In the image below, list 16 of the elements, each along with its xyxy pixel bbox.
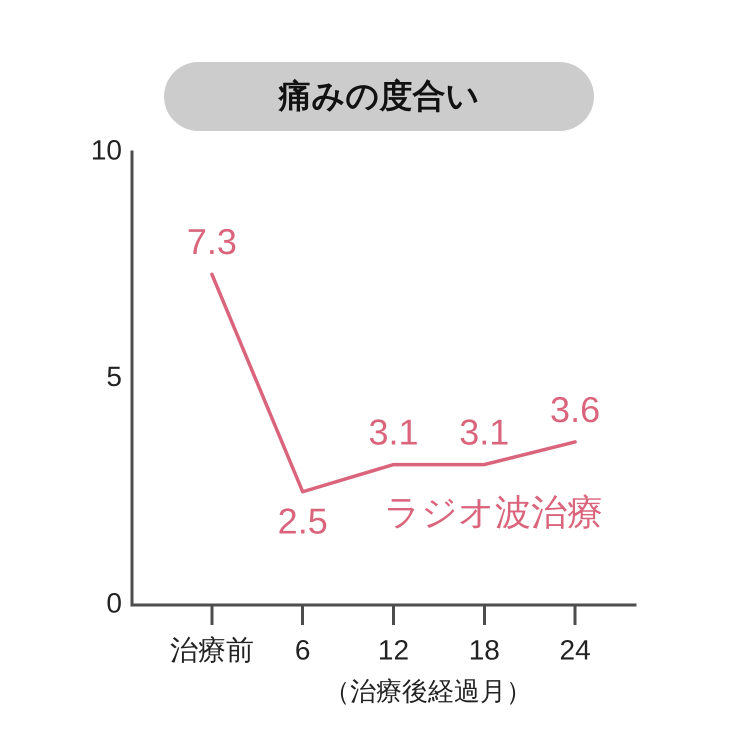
x-axis-title: （治療後経過月） bbox=[323, 675, 533, 708]
x-tick-label: 治療前 bbox=[170, 634, 254, 666]
x-tick-label: 6 bbox=[294, 634, 310, 666]
data-label: 3.1 bbox=[368, 411, 419, 452]
data-label: 3.6 bbox=[550, 388, 600, 430]
data-label: 2.5 bbox=[278, 500, 328, 542]
chart-title: 痛みの度合い bbox=[278, 76, 480, 116]
x-tick-label: 18 bbox=[468, 634, 500, 666]
data-label: 7.3 bbox=[186, 221, 237, 262]
y-tick-label: 10 bbox=[90, 134, 122, 166]
y-tick-label: 0 bbox=[106, 588, 122, 619]
x-tick-label: 12 bbox=[378, 634, 410, 666]
data-label: 3.1 bbox=[459, 411, 510, 452]
x-tick-label: 24 bbox=[560, 634, 591, 666]
y-tick-label: 5 bbox=[106, 361, 122, 392]
series-label: ラジオ波治療 bbox=[384, 491, 603, 532]
